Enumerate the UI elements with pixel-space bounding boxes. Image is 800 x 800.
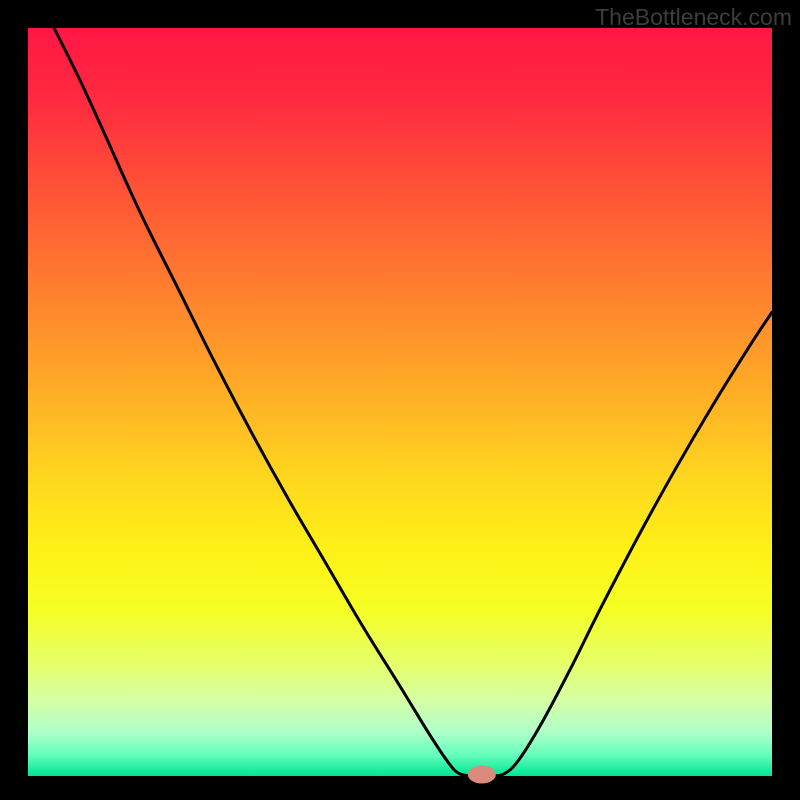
attribution-text: TheBottleneck.com: [595, 4, 792, 31]
optimum-marker: [468, 766, 496, 784]
bottleneck-chart: [0, 0, 800, 800]
chart-background: [28, 28, 772, 776]
